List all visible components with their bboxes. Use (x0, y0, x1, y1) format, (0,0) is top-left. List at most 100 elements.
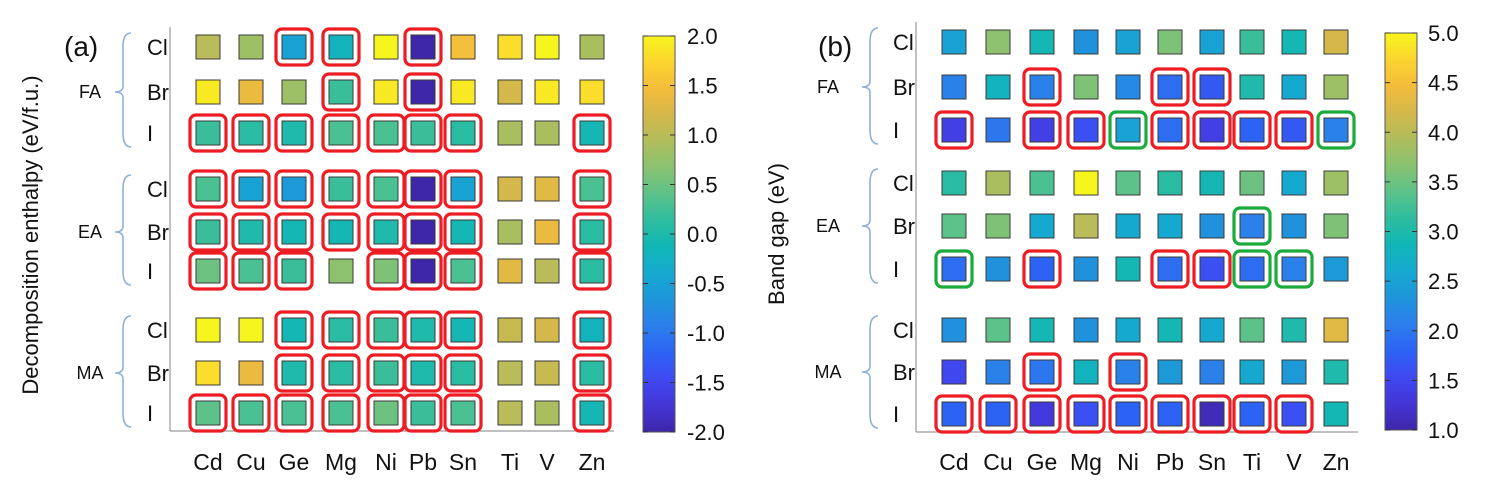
panel-b-cell (941, 213, 967, 239)
panel-a-highlight-red (572, 393, 612, 433)
panel-a-column-labels: Cd Cu Ge Mg Ni Pb Sn Ti V Zn (193, 449, 605, 475)
panel-a-cell (579, 360, 605, 386)
panel-b-cell (1199, 256, 1225, 282)
panel-a-halide-label: Br (147, 220, 169, 245)
panel-b-cell (1029, 401, 1055, 427)
panel-b-cell (1157, 117, 1183, 143)
panel-a-bracket (114, 174, 132, 286)
panel-a-halide-label: I (147, 259, 153, 284)
panel-a-highlight-red (231, 212, 271, 252)
panel-b-cell (1239, 170, 1265, 196)
panel-a-highlight-red (274, 310, 314, 350)
panel-b-halide-label: Cl (893, 318, 914, 343)
panel-b-cell (941, 401, 967, 427)
panel-a-cell (497, 34, 523, 60)
panel-b-colorbar-tick-label: 1.0 (1428, 418, 1459, 443)
panel-a-highlight-red (443, 310, 483, 350)
panel-b-cell (985, 29, 1011, 55)
panel-b-cell (985, 213, 1011, 239)
panel-b-column-label: Cd (939, 449, 968, 475)
panel-b-group-label: EA (816, 216, 840, 236)
panel-b-column-labels: Cd Cu Ge Mg Ni Pb Sn Ti V Zn (939, 449, 1349, 475)
panel-a-highlight-red (403, 393, 443, 433)
panel-b-cell (1239, 213, 1265, 239)
panel-a-column-label: Ni (375, 449, 397, 475)
panel-b-column-label: Cu (983, 449, 1012, 475)
panel-a-column-label: Ti (501, 449, 519, 475)
panel-b-highlight-red (1108, 394, 1148, 434)
panel-a-cell (195, 34, 221, 60)
panel-a-cell (373, 400, 399, 426)
panel-b-cell (1029, 29, 1055, 55)
panel-a-highlight-red (443, 393, 483, 433)
panel-a-cell (328, 176, 354, 202)
panel-a-cell (579, 317, 605, 343)
panel-a-cell (373, 79, 399, 105)
panel-a-cell (281, 120, 307, 146)
panel-a-row-axis: FA Cl Br I EA Cl Br I MA Cl Br I (77, 27, 614, 432)
panel-a-highlight-red (188, 169, 228, 209)
panel-b-cell (1323, 170, 1349, 196)
panel-a-highlight-red (188, 251, 228, 291)
panel-a-cell (281, 219, 307, 245)
panel-b-column-label: Sn (1198, 449, 1226, 475)
panel-a-cell (579, 219, 605, 245)
panel-b-cell (985, 170, 1011, 196)
panel-a-highlight-red (403, 251, 443, 291)
panel-a-highlight-red (572, 169, 612, 209)
panel-b-highlight-red (1022, 110, 1062, 150)
panel-a-colorbar-tick-label: 2.0 (687, 24, 718, 49)
panel-a-highlight-red (572, 113, 612, 153)
panel-a-halide-label: I (147, 401, 153, 426)
panel-a-cell (373, 176, 399, 202)
panel-b-cell (1073, 29, 1099, 55)
panel-a-highlight-red (443, 169, 483, 209)
panel-b-cell (1323, 401, 1349, 427)
panel-b-highlight-red (1274, 110, 1314, 150)
panel-a-cell (579, 120, 605, 146)
panel-a-cell (497, 317, 523, 343)
panel-b-cell (1281, 213, 1307, 239)
panel-b-highlight-red (1192, 249, 1232, 289)
panel-b-cell (1281, 359, 1307, 385)
panel-b-cell (1157, 74, 1183, 100)
panel-b-group-label: MA (815, 362, 842, 382)
panel-a-colorbar-tick-label: -0.5 (687, 272, 725, 297)
panel-b-cell (1029, 317, 1055, 343)
panel-a-cell (281, 176, 307, 202)
panel-b-cell (1073, 401, 1099, 427)
panel-a-highlight-red (274, 212, 314, 252)
panel-a-column-label: V (539, 449, 555, 475)
panel-b-cell (1115, 74, 1141, 100)
panel-b-cell (1073, 74, 1099, 100)
panel-b-halide-label: I (893, 257, 899, 282)
panel-b-cell (1073, 170, 1099, 196)
panel-b-cell (941, 256, 967, 282)
panel-b-halide-label: Cl (893, 30, 914, 55)
panel-a-highlight-red (231, 251, 271, 291)
panel-a-cell (497, 258, 523, 284)
panel-a-cell (195, 400, 221, 426)
panel-a-group-label: EA (78, 222, 102, 242)
panel-a-cell (410, 317, 436, 343)
panel-a-colorbar-tick-label: 1.0 (687, 123, 718, 148)
panel-b-cell (941, 359, 967, 385)
panel-a-cell (450, 360, 476, 386)
panel-b-halide-label: Cl (893, 171, 914, 196)
panel-b-label: (b) (818, 31, 852, 62)
panel-b-halide-label: I (893, 118, 899, 143)
panel-a-highlight-red (443, 113, 483, 153)
panel-b-highlight-red (1066, 110, 1106, 150)
panel-a-column-label: Sn (449, 449, 477, 475)
panel-b-highlight-red (1022, 352, 1062, 392)
panel-b-group-label: FA (817, 77, 839, 97)
panel-a-cell (534, 219, 560, 245)
panel-a-cell (410, 120, 436, 146)
panel-b-cell (1115, 317, 1141, 343)
panel-a-cell (497, 219, 523, 245)
panel-b-cell (1323, 213, 1349, 239)
panel-b-cell (1157, 401, 1183, 427)
panel-a-column-label: Cd (193, 449, 222, 475)
panel-b-cell (1157, 170, 1183, 196)
